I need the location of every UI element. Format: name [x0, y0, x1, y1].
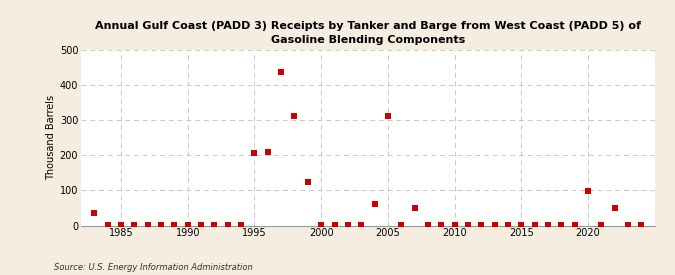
- Point: [156, 222, 167, 227]
- Point: [476, 222, 487, 227]
- Y-axis label: Thousand Barrels: Thousand Barrels: [45, 95, 55, 180]
- Point: [342, 222, 353, 227]
- Point: [423, 222, 433, 227]
- Point: [302, 179, 313, 184]
- Point: [129, 222, 140, 227]
- Point: [610, 206, 620, 210]
- Point: [396, 222, 406, 227]
- Point: [556, 222, 567, 227]
- Point: [169, 222, 180, 227]
- Point: [543, 222, 554, 227]
- Point: [583, 189, 593, 194]
- Point: [249, 151, 260, 156]
- Point: [329, 222, 340, 227]
- Point: [462, 222, 473, 227]
- Text: Source: U.S. Energy Information Administration: Source: U.S. Energy Information Administ…: [54, 263, 252, 272]
- Point: [236, 222, 246, 227]
- Point: [276, 70, 287, 75]
- Point: [89, 211, 100, 215]
- Point: [596, 222, 607, 227]
- Point: [369, 202, 380, 207]
- Title: Annual Gulf Coast (PADD 3) Receipts by Tanker and Barge from West Coast (PADD 5): Annual Gulf Coast (PADD 3) Receipts by T…: [95, 21, 641, 45]
- Point: [263, 149, 273, 154]
- Point: [529, 222, 540, 227]
- Point: [489, 222, 500, 227]
- Point: [316, 222, 327, 227]
- Point: [383, 114, 394, 119]
- Point: [196, 222, 207, 227]
- Point: [503, 222, 514, 227]
- Point: [142, 222, 153, 227]
- Point: [636, 222, 647, 227]
- Point: [209, 222, 220, 227]
- Point: [569, 222, 580, 227]
- Point: [449, 222, 460, 227]
- Point: [182, 222, 193, 227]
- Point: [436, 222, 447, 227]
- Point: [409, 206, 420, 210]
- Point: [115, 222, 126, 227]
- Point: [622, 222, 633, 227]
- Point: [103, 222, 113, 227]
- Point: [222, 222, 233, 227]
- Point: [356, 222, 367, 227]
- Point: [516, 222, 526, 227]
- Point: [289, 114, 300, 119]
